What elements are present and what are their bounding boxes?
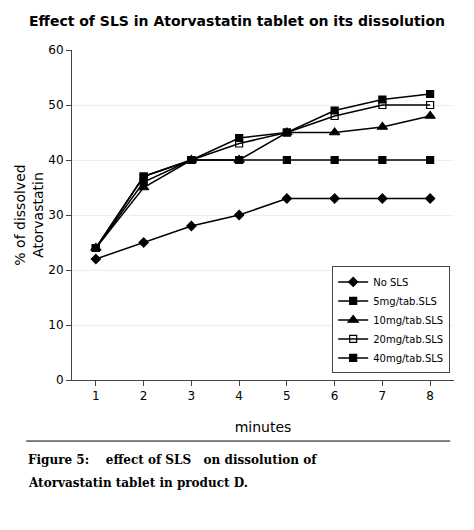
svg-text:No SLS: No SLS (373, 277, 408, 288)
svg-text:4: 4 (235, 389, 243, 403)
svg-text:% of dissolvedAtorvastatin: % of dissolvedAtorvastatin (12, 164, 46, 265)
svg-text:Figure 5: effect of SLS o: Figure 5: effect of SLS on dissolution o… (28, 453, 317, 467)
svg-text:7: 7 (379, 389, 387, 403)
svg-text:60: 60 (48, 43, 63, 57)
svg-text:8: 8 (426, 389, 434, 403)
svg-text:Atorvastatin tablet in product: Atorvastatin tablet in product D. (28, 476, 248, 490)
svg-text:5mg/tab.SLS: 5mg/tab.SLS (373, 296, 437, 307)
svg-text:20mg/tab.SLS: 20mg/tab.SLS (373, 334, 443, 345)
svg-text:3: 3 (188, 389, 196, 403)
svg-text:1: 1 (92, 389, 100, 403)
svg-text:30: 30 (48, 208, 63, 222)
svg-text:20: 20 (48, 263, 63, 277)
svg-text:50: 50 (48, 98, 63, 112)
svg-text:minutes: minutes (235, 419, 292, 435)
svg-text:10mg/tab.SLS: 10mg/tab.SLS (373, 315, 443, 326)
svg-text:10: 10 (48, 318, 63, 332)
svg-text:6: 6 (331, 389, 339, 403)
svg-text:0: 0 (56, 373, 64, 387)
svg-text:2: 2 (140, 389, 148, 403)
svg-text:40: 40 (48, 153, 63, 167)
svg-text:40mg/tab.SLS: 40mg/tab.SLS (373, 353, 443, 364)
svg-text:5: 5 (283, 389, 291, 403)
svg-text:Effect of SLS in Atorvastatin: Effect of SLS in Atorvastatin tablet on … (29, 13, 445, 29)
